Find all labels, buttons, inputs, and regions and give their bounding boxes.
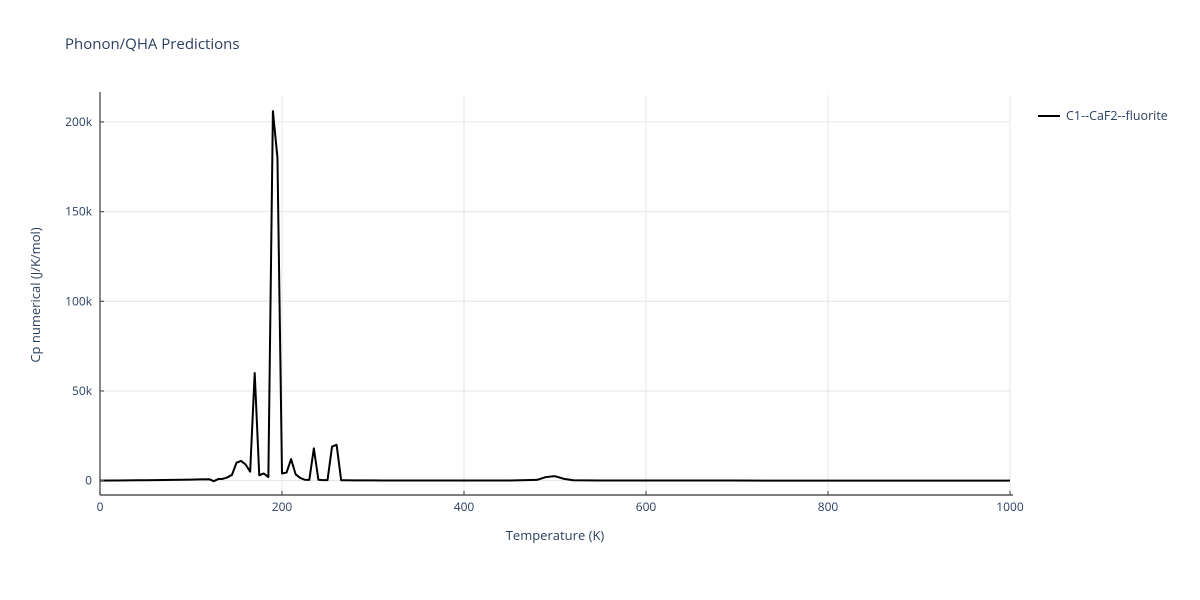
svg-text:600: 600 bbox=[636, 498, 657, 515]
legend-swatch bbox=[1038, 115, 1060, 117]
ticks-layer: 0 200 400 600 800 1000 0 50k 100k 150k 200k bbox=[65, 113, 1024, 515]
svg-text:200k: 200k bbox=[65, 113, 93, 130]
series-line bbox=[100, 111, 1010, 481]
axes-layer bbox=[100, 92, 1013, 495]
series-layer bbox=[100, 111, 1010, 481]
y-axis-label: Cp numerical (J/K/mol) bbox=[26, 227, 44, 362]
x-axis-label: Temperature (K) bbox=[506, 526, 605, 544]
chart-container: { "chart": { "type": "line", "title": "P… bbox=[0, 0, 1200, 600]
svg-text:1000: 1000 bbox=[996, 498, 1024, 515]
grid-layer bbox=[100, 95, 1010, 495]
svg-text:50k: 50k bbox=[72, 382, 93, 399]
legend: C1--CaF2--fluorite bbox=[1038, 107, 1168, 124]
svg-text:100k: 100k bbox=[65, 292, 93, 309]
svg-text:400: 400 bbox=[454, 498, 475, 515]
legend-series-label: C1--CaF2--fluorite bbox=[1066, 107, 1168, 124]
svg-text:0: 0 bbox=[97, 498, 104, 515]
svg-text:200: 200 bbox=[272, 498, 293, 515]
plot-svg: 0 200 400 600 800 1000 0 50k 100k 150k 200k Temper… bbox=[0, 0, 1200, 600]
svg-text:800: 800 bbox=[818, 498, 839, 515]
svg-text:0: 0 bbox=[85, 472, 92, 489]
svg-text:150k: 150k bbox=[65, 203, 93, 220]
